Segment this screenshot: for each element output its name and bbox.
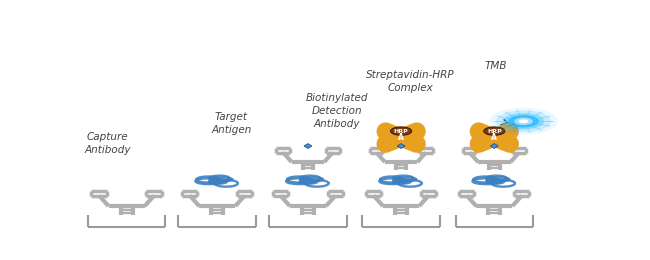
Circle shape xyxy=(508,115,539,127)
Text: Target
Antigen: Target Antigen xyxy=(211,112,252,135)
Text: HRP: HRP xyxy=(487,129,502,134)
Circle shape xyxy=(519,119,528,123)
Polygon shape xyxy=(397,144,405,148)
Text: A: A xyxy=(491,133,497,142)
Polygon shape xyxy=(490,144,499,148)
Circle shape xyxy=(391,127,411,135)
Circle shape xyxy=(489,108,558,135)
Text: Biotinylated
Detection
Antibody: Biotinylated Detection Antibody xyxy=(306,93,369,129)
Text: Capture
Antibody: Capture Antibody xyxy=(84,132,131,155)
Text: A: A xyxy=(398,133,404,142)
Text: Streptavidin-HRP
Complex: Streptavidin-HRP Complex xyxy=(366,70,454,93)
Circle shape xyxy=(503,113,544,129)
Circle shape xyxy=(484,127,505,135)
Circle shape xyxy=(514,118,533,125)
Text: HRP: HRP xyxy=(394,129,408,134)
Text: TMB: TMB xyxy=(484,61,506,71)
Polygon shape xyxy=(304,144,312,148)
Circle shape xyxy=(496,110,551,132)
